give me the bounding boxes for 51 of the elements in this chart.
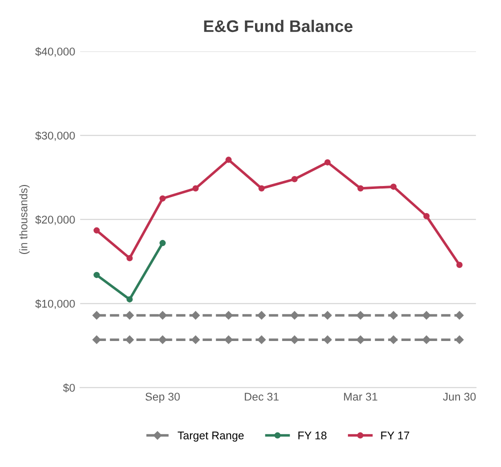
point <box>158 311 167 320</box>
point <box>422 311 431 320</box>
point <box>389 336 398 344</box>
legend-label: FY 18 <box>298 432 326 440</box>
point <box>126 311 134 320</box>
y-axis-title: (in thousands) <box>19 184 30 254</box>
point <box>324 159 331 166</box>
legend-label: Target Range <box>178 432 244 442</box>
point <box>389 311 398 320</box>
point <box>92 336 101 344</box>
chart-title: E&G Fund Balance <box>204 20 353 32</box>
point <box>94 272 100 278</box>
point <box>126 336 134 344</box>
point <box>92 311 101 320</box>
point <box>159 195 166 202</box>
y-tick-label: $40,000 <box>35 47 75 57</box>
point <box>257 311 266 320</box>
point <box>356 311 365 320</box>
y-tick-label: $10,000 <box>35 299 75 309</box>
point <box>126 296 133 302</box>
point <box>192 185 199 192</box>
point <box>224 311 233 320</box>
point <box>159 240 166 246</box>
x-tick-label: Dec 31 <box>244 392 279 401</box>
point <box>258 185 265 192</box>
point <box>356 336 365 344</box>
point <box>225 156 232 163</box>
point <box>291 176 298 182</box>
point <box>456 262 463 268</box>
point <box>423 213 430 220</box>
point <box>191 311 200 320</box>
point <box>94 227 100 234</box>
legend-label: FY 17 <box>381 432 410 440</box>
y-tick-label: $0 <box>63 383 75 392</box>
point <box>158 336 167 344</box>
point <box>126 255 133 262</box>
y-tick-label: $20,000 <box>35 215 75 225</box>
point <box>455 336 464 344</box>
point <box>455 311 464 320</box>
x-tick-label: Mar 31 <box>344 392 378 401</box>
point <box>224 336 233 344</box>
point <box>323 336 332 344</box>
x-tick-label: Sep 30 <box>146 392 180 403</box>
point <box>323 311 332 320</box>
point <box>357 185 364 192</box>
x-tick-label: Jun 30 <box>442 392 476 401</box>
point <box>290 336 299 344</box>
y-tick-label: $30,000 <box>35 131 75 141</box>
point <box>390 184 397 190</box>
point <box>422 336 431 344</box>
point <box>290 311 299 320</box>
